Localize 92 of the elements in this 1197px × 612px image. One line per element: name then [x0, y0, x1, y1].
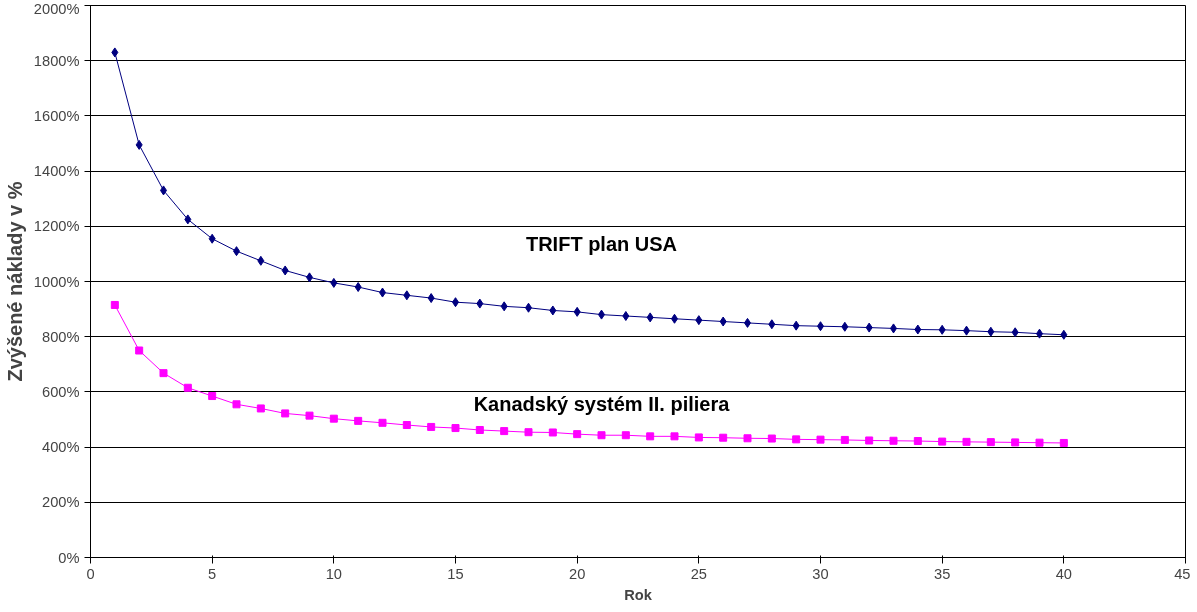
point [792, 435, 801, 444]
point [500, 427, 509, 436]
point [135, 139, 143, 150]
y-tick-label: 200% [42, 494, 80, 511]
point [695, 315, 703, 326]
point [183, 383, 192, 392]
point [987, 326, 995, 337]
point [524, 428, 533, 437]
point [451, 424, 460, 433]
y-tick-label: 800% [42, 328, 80, 345]
point [1011, 438, 1020, 447]
point [646, 312, 654, 323]
point [256, 404, 265, 413]
point [403, 290, 411, 301]
point [767, 434, 776, 443]
y-tick-label: 0% [58, 549, 80, 566]
point [621, 431, 630, 440]
point [427, 422, 436, 431]
point [573, 430, 582, 439]
point [427, 293, 435, 304]
point [913, 437, 922, 446]
x-tick-label: 5 [208, 565, 217, 582]
point [938, 324, 946, 335]
point [792, 320, 800, 331]
point [208, 392, 217, 401]
x-tick-label: 20 [569, 565, 586, 582]
point [889, 436, 898, 445]
point [111, 47, 119, 58]
point [719, 316, 727, 327]
point [354, 282, 362, 293]
series-label: Kanadský systém II. piliera [473, 393, 731, 416]
point [378, 418, 387, 427]
point [184, 214, 192, 225]
point [865, 436, 874, 445]
point [622, 311, 630, 321]
y-tick-label: 1600% [33, 107, 80, 124]
point [402, 421, 411, 430]
x-tick-label: 0 [86, 565, 95, 582]
x-tick-label: 15 [447, 565, 464, 582]
point [135, 346, 144, 355]
point [694, 433, 703, 442]
y-tick-label: 1800% [33, 52, 80, 69]
point [475, 425, 484, 434]
text: TRIFT plan USA [525, 232, 678, 255]
point [841, 321, 849, 332]
x-tick-label: 30 [812, 565, 829, 582]
point [330, 277, 338, 288]
point [110, 300, 119, 309]
y-axis-title: Zvýšené náklady v % [3, 181, 26, 382]
point [1011, 327, 1019, 338]
point [548, 428, 557, 437]
y-tick-label: 400% [42, 439, 80, 456]
x-tick-label: 45 [1174, 565, 1191, 582]
y-tick-label: 1400% [33, 163, 80, 180]
point [1059, 438, 1068, 447]
y-tick-label: 600% [42, 383, 80, 400]
point [159, 369, 168, 378]
point [865, 322, 873, 333]
point [549, 305, 557, 316]
point [938, 437, 947, 446]
point [768, 319, 776, 330]
point [743, 434, 752, 443]
point [646, 432, 655, 441]
point [816, 435, 825, 444]
point [281, 265, 289, 276]
point [281, 409, 290, 418]
point [840, 435, 849, 444]
point [257, 255, 265, 266]
x-tick-label: 40 [1055, 565, 1072, 582]
point [914, 324, 922, 335]
point [719, 433, 728, 442]
x-tick-label: 10 [325, 565, 342, 582]
point [1035, 438, 1044, 447]
point [986, 438, 995, 447]
point [500, 301, 508, 312]
y-tick-label: 2000% [33, 0, 80, 17]
point [232, 400, 241, 409]
point [476, 298, 484, 309]
point [305, 411, 314, 420]
point [354, 416, 363, 425]
point [208, 233, 216, 244]
y-tick-label: 1200% [33, 218, 80, 235]
x-tick-label: 35 [934, 565, 951, 582]
point [597, 431, 606, 440]
point [670, 432, 679, 441]
point [329, 414, 338, 423]
x-tick-label: 25 [690, 565, 707, 582]
x-axis-title: Rok [624, 586, 653, 603]
y-tick-label: 1000% [33, 273, 80, 290]
point [1060, 329, 1068, 340]
point [573, 306, 581, 317]
point [962, 437, 971, 446]
